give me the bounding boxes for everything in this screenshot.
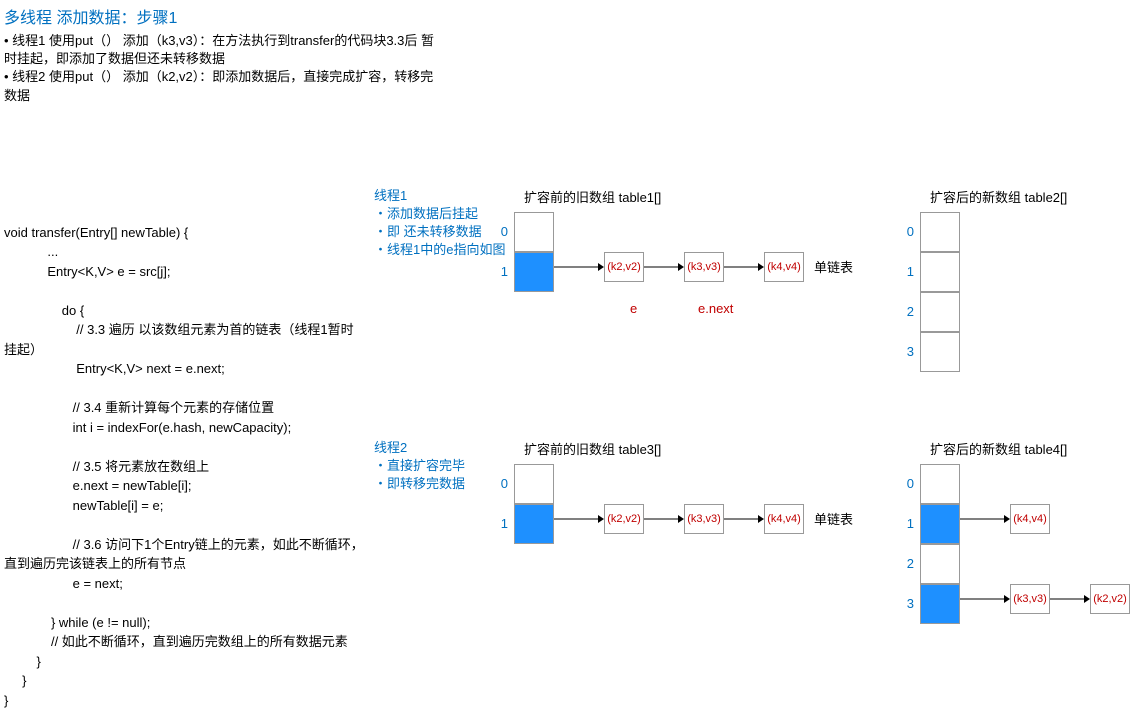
- t2-idx-2: 2: [900, 292, 914, 332]
- node-k2v2-1: (k2,v2): [604, 252, 644, 282]
- arrow-icon: [1050, 584, 1090, 614]
- t1-cell-1: [514, 252, 554, 292]
- t3-idx-0: 0: [494, 464, 508, 504]
- t4-cell-0: [920, 464, 960, 504]
- thread1-line-2: ・线程1中的e指向如图: [374, 241, 505, 259]
- chain-label-1: 单链表: [814, 257, 853, 276]
- node-k3v3-4: (k3,v3): [1010, 584, 1050, 614]
- arrow-icon: [960, 584, 1010, 614]
- t4-cell-2: [920, 544, 960, 584]
- chain-4b: (k3,v3) (k2,v2): [960, 584, 1130, 614]
- table2-title: 扩容后的新数组 table2[]: [930, 187, 1067, 206]
- table4-title: 扩容后的新数组 table4[]: [930, 439, 1067, 458]
- t1-idx-0: 0: [494, 212, 508, 252]
- t2-cell-3: [920, 332, 960, 372]
- table3-title: 扩容前的旧数组 table3[]: [524, 439, 661, 458]
- enext-label: e.next: [698, 301, 733, 316]
- chain-3: (k2,v2) (k3,v3) (k4,v4) 单链表: [554, 504, 853, 534]
- table1-title: 扩容前的旧数组 table1[]: [524, 187, 661, 206]
- page-title: 多线程 添加数据：步骤1: [4, 4, 1142, 28]
- t2-cell-2: [920, 292, 960, 332]
- node-k4v4-3: (k4,v4): [764, 504, 804, 534]
- t2-cell-0: [920, 212, 960, 252]
- t4-idx-0: 0: [900, 464, 914, 504]
- thread2-line-0: ・直接扩容完毕: [374, 457, 465, 475]
- thread2-name: 线程2: [374, 439, 465, 457]
- arrow-icon: [554, 504, 604, 534]
- t3-cell-0: [514, 464, 554, 504]
- thread2-line-1: ・即转移完数据: [374, 475, 465, 493]
- thread1-line-0: ・添加数据后挂起: [374, 205, 505, 223]
- t4-cell-1: [920, 504, 960, 544]
- e-label: e: [630, 301, 637, 316]
- node-k3v3-3: (k3,v3): [684, 504, 724, 534]
- thread2-note: 线程2 ・直接扩容完毕 ・即转移完数据: [374, 439, 465, 494]
- t2-cell-1: [920, 252, 960, 292]
- intro-line-2: • 线程2 使用put（） 添加（k2,v2）：即添加数据后，直接完成扩容，转移…: [4, 68, 444, 104]
- table2: 扩容后的新数组 table2[] 0 1 2 3: [900, 187, 1067, 372]
- arrow-icon: [554, 252, 604, 282]
- t4-idx-1: 1: [900, 504, 914, 544]
- arrow-icon: [724, 504, 764, 534]
- arrow-icon: [644, 252, 684, 282]
- thread1-line-1: ・即 还未转移数据: [374, 223, 505, 241]
- t1-idx-1: 1: [494, 252, 508, 292]
- t3-idx-1: 1: [494, 504, 508, 544]
- node-k2v2-4: (k2,v2): [1090, 584, 1130, 614]
- node-k2v2-3: (k2,v2): [604, 504, 644, 534]
- t4-idx-2: 2: [900, 544, 914, 584]
- thread1-note: 线程1 ・添加数据后挂起 ・即 还未转移数据 ・线程1中的e指向如图: [374, 187, 505, 260]
- thread1-name: 线程1: [374, 187, 505, 205]
- arrow-icon: [724, 252, 764, 282]
- chain-label-3: 单链表: [814, 509, 853, 528]
- t2-idx-0: 0: [900, 212, 914, 252]
- intro: • 线程1 使用put（） 添加（k3,v3）：在方法执行到transfer的代…: [4, 32, 444, 105]
- chain-4a: (k4,v4): [960, 504, 1050, 534]
- t1-cell-0: [514, 212, 554, 252]
- t3-cell-1: [514, 504, 554, 544]
- node-k4v4-4: (k4,v4): [1010, 504, 1050, 534]
- arrow-icon: [960, 504, 1010, 534]
- t2-idx-3: 3: [900, 332, 914, 372]
- node-k4v4-1: (k4,v4): [764, 252, 804, 282]
- node-k3v3-1: (k3,v3): [684, 252, 724, 282]
- arrow-icon: [644, 504, 684, 534]
- intro-line-1: • 线程1 使用put（） 添加（k3,v3）：在方法执行到transfer的代…: [4, 32, 444, 68]
- t2-idx-1: 1: [900, 252, 914, 292]
- code-block: void transfer(Entry[] newTable) { ... En…: [4, 223, 364, 710]
- chain-1: (k2,v2) (k3,v3) (k4,v4) 单链表: [554, 252, 853, 282]
